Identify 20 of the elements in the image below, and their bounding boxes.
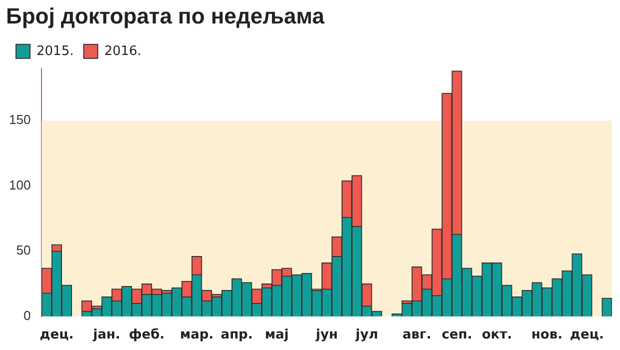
- legend-label: 2015.: [36, 44, 74, 59]
- x-tick-label: јул: [354, 328, 378, 343]
- x-tick-label: дец.: [40, 328, 74, 343]
- x-tick-label: феб.: [128, 328, 165, 343]
- x-tick-label: апр.: [220, 328, 253, 343]
- y-tick-label: 0: [23, 308, 31, 323]
- y-tick-label: 150: [8, 112, 31, 128]
- chart-title: Број доктората по недељама: [6, 3, 326, 28]
- x-tick-label: авг.: [402, 328, 432, 343]
- legend-label: 2016.: [104, 44, 142, 59]
- x-tick-label: окт.: [482, 328, 512, 343]
- x-tick-label: јун: [314, 328, 338, 343]
- y-tick-label: 100: [8, 177, 31, 192]
- x-tick-label: јан.: [92, 328, 120, 343]
- x-tick-label: нов.: [531, 328, 563, 343]
- x-tick-label: дец.: [570, 328, 604, 343]
- x-tick-label: мар.: [180, 328, 214, 343]
- x-tick-label: мај: [264, 328, 289, 343]
- x-tick-label: сеп.: [442, 328, 472, 343]
- y-tick-label: 50: [16, 242, 31, 258]
